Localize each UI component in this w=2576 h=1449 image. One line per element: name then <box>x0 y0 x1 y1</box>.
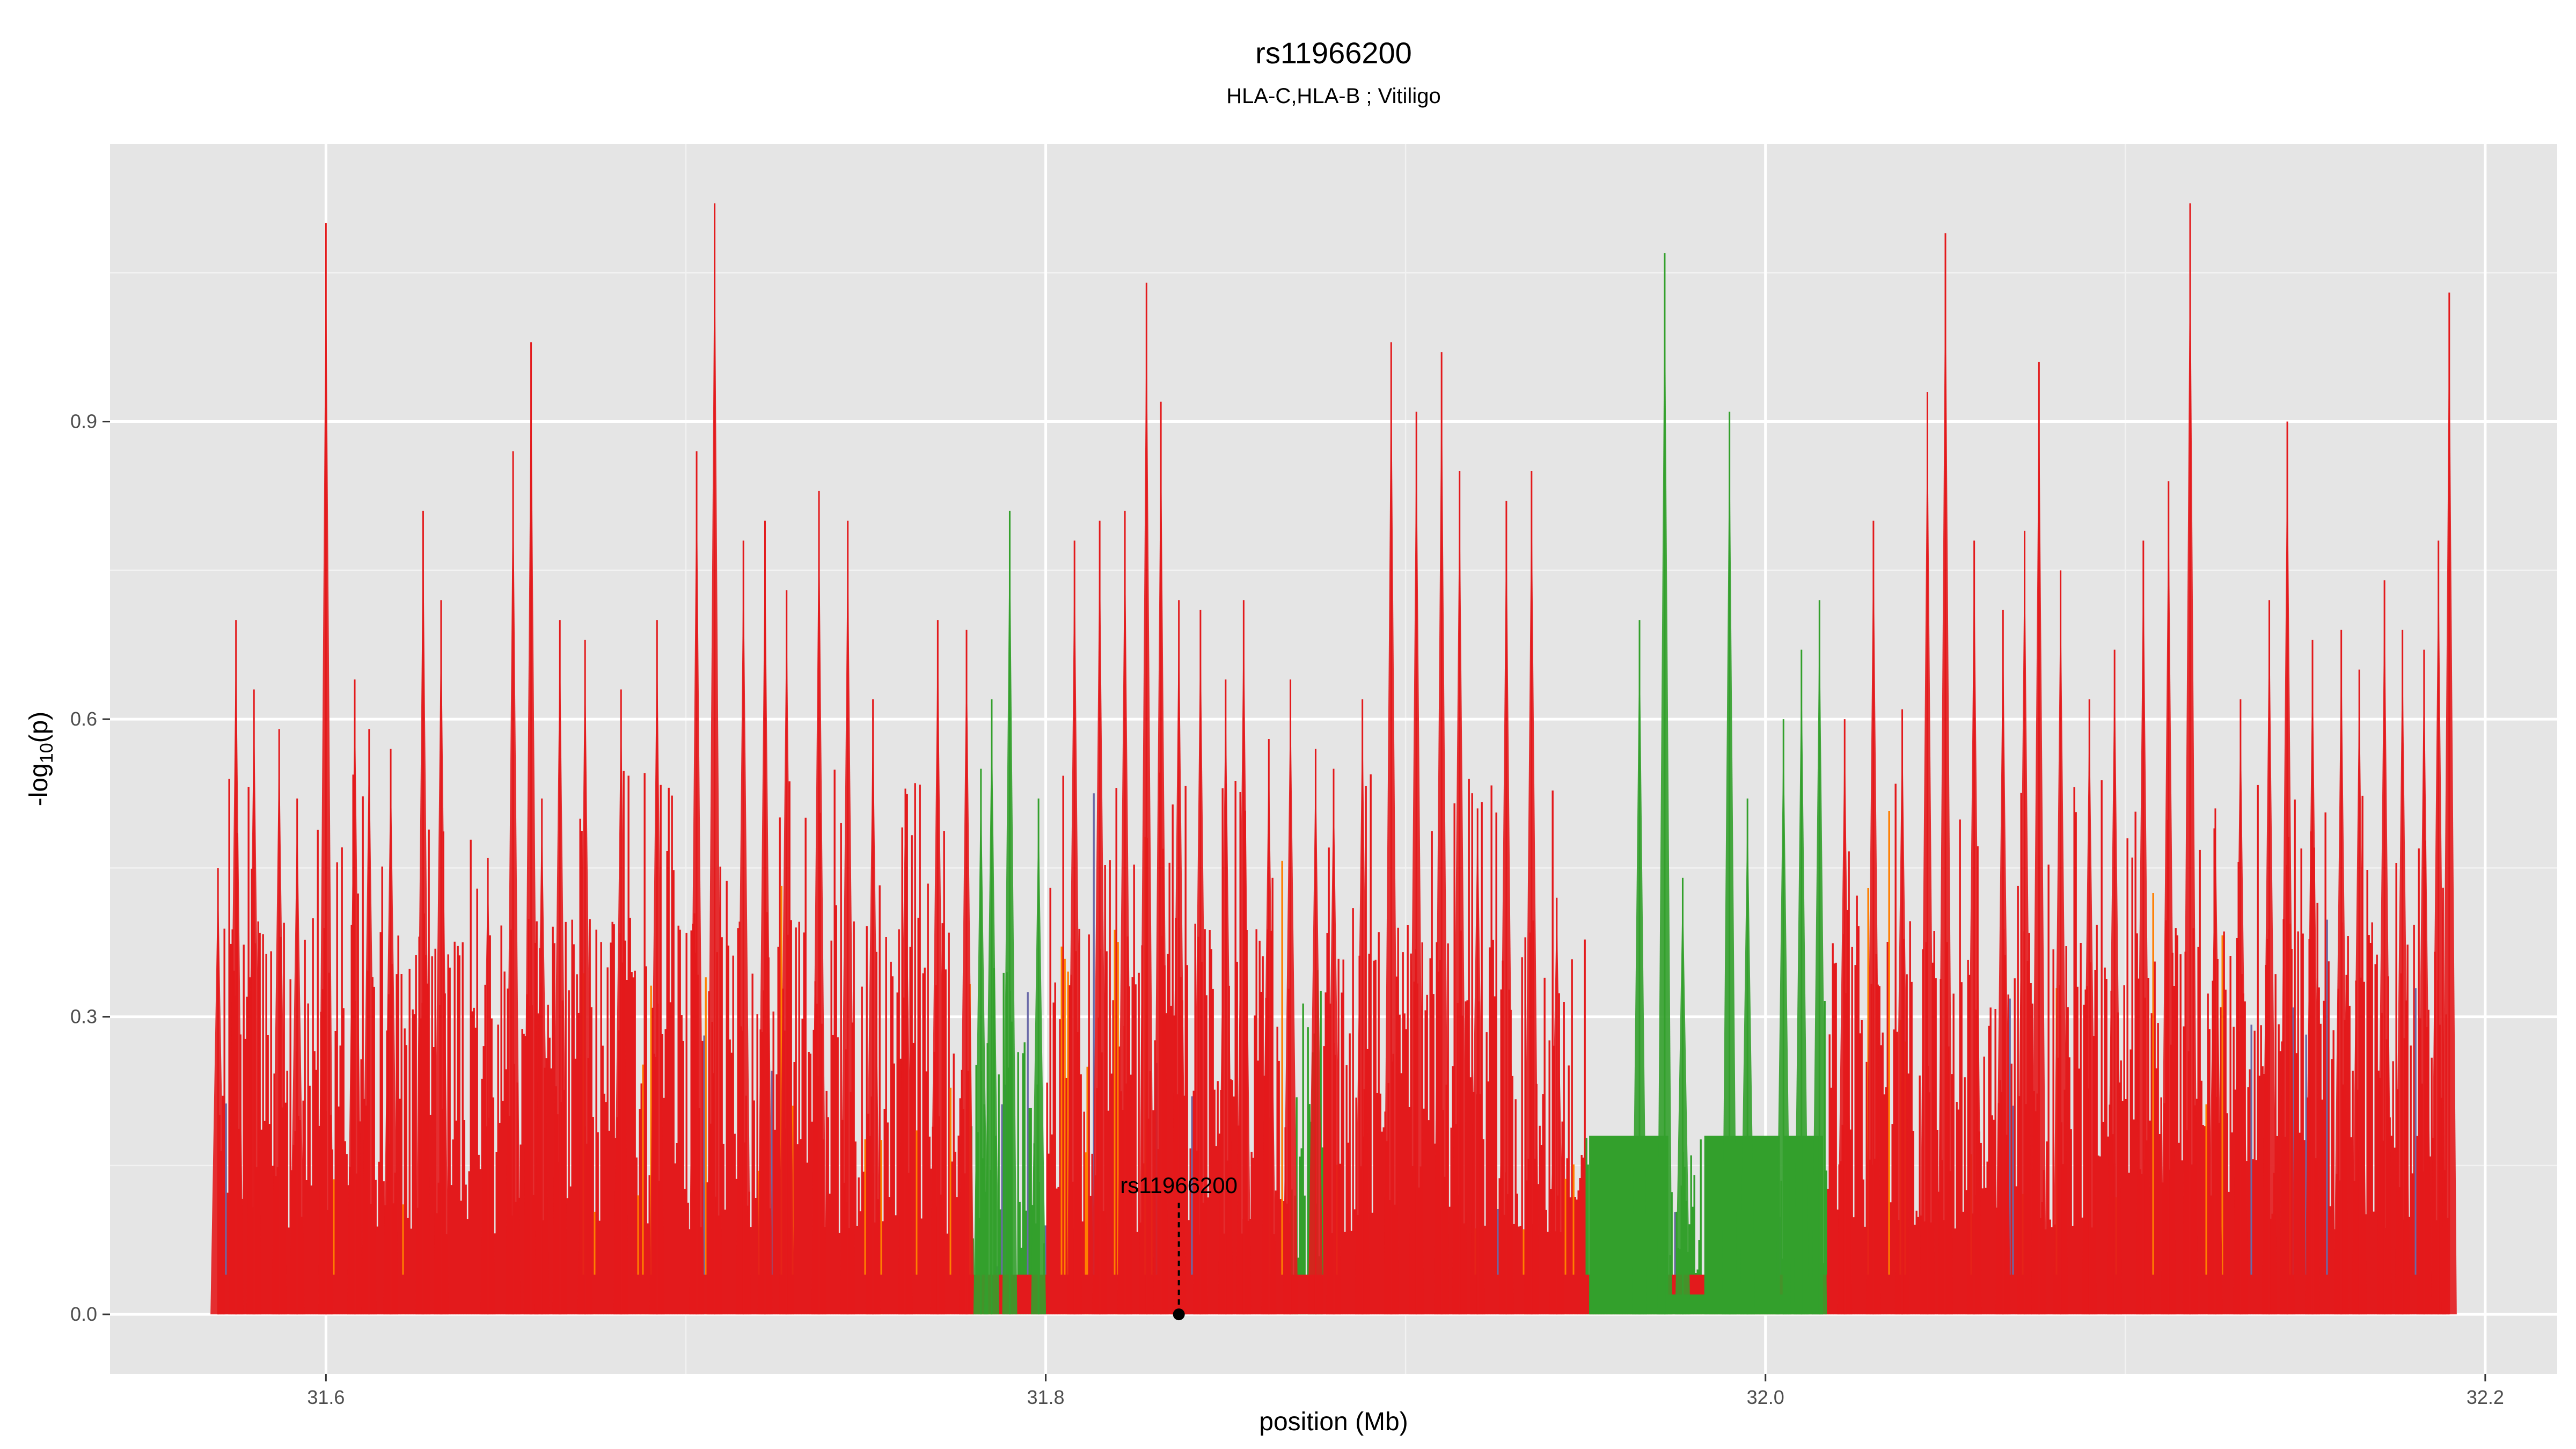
x-tick-label: 31.6 <box>307 1386 345 1408</box>
area-block <box>1589 1136 1668 1315</box>
y-axis-title-main: -log <box>25 763 53 806</box>
x-axis-title: position (Mb) <box>1259 1408 1408 1436</box>
y-axis-title-tail: (p) <box>25 712 53 743</box>
x-tick-label: 32.2 <box>2467 1386 2504 1408</box>
y-tick-label: 0.3 <box>70 1006 97 1028</box>
chart-subtitle: HLA-C,HLA-B ; Vitiligo <box>1226 84 1440 108</box>
data-layer <box>210 203 2457 1315</box>
x-axis: 31.6 31.8 32.0 32.2 <box>307 1374 2504 1408</box>
chart-title: rs11966200 <box>1255 36 1412 70</box>
annotation-point <box>1173 1308 1185 1321</box>
y-axis: 0.0 0.3 0.6 0.9 <box>70 411 110 1325</box>
x-tick-label: 31.8 <box>1027 1386 1064 1408</box>
y-tick-label: 0.9 <box>70 411 97 433</box>
y-tick-label: 0.6 <box>70 708 97 730</box>
y-tick-label: 0.0 <box>70 1303 97 1325</box>
x-tick-label: 32.0 <box>1747 1386 1784 1408</box>
annotation-label: rs11966200 <box>1120 1173 1238 1198</box>
y-axis-title: -log10(p) <box>25 712 57 807</box>
y-axis-title-sub: 10 <box>36 743 57 763</box>
annotation-layer: rs11966200 <box>1120 1173 1238 1321</box>
